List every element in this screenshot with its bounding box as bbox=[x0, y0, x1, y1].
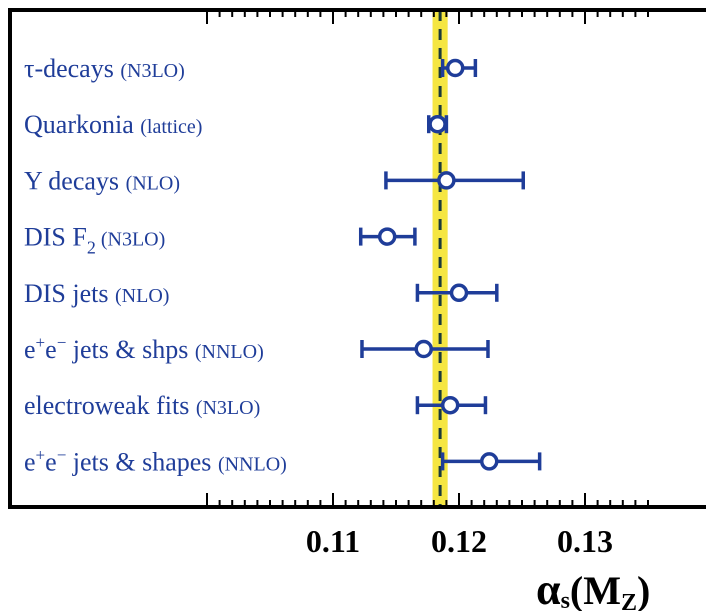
point-marker bbox=[440, 395, 460, 415]
x-axis-label: αs(MZ) bbox=[536, 565, 650, 611]
x-tick-label: 0.12 bbox=[431, 523, 487, 559]
measurement-label: Quarkonia (lattice) bbox=[24, 110, 202, 139]
point-marker bbox=[428, 114, 447, 134]
measurement-label: e+e− jets & shps (NNLO) bbox=[24, 333, 264, 364]
point-marker bbox=[437, 171, 456, 190]
point-marker bbox=[449, 283, 469, 303]
measurement-label: τ-decays (N3LO) bbox=[24, 54, 185, 83]
measurement-label: DIS jets (NLO) bbox=[24, 279, 169, 308]
measurement-label: DIS F2 (N3LO) bbox=[24, 223, 165, 258]
measurement-label: electroweak fits (N3LO) bbox=[24, 391, 260, 420]
point-marker bbox=[377, 227, 397, 246]
plot-frame bbox=[8, 8, 706, 509]
measurement-label: Υ decays (NLO) bbox=[24, 166, 180, 195]
measurement-point bbox=[415, 283, 499, 303]
measurement-point bbox=[360, 339, 490, 359]
measurement-point bbox=[415, 395, 488, 415]
measurement-point bbox=[427, 114, 449, 134]
measurement-point bbox=[440, 452, 542, 471]
measurement-point bbox=[384, 171, 526, 190]
measurement-label: e+e− jets & shapes (NNLO) bbox=[24, 445, 287, 476]
point-marker bbox=[479, 452, 499, 471]
measurement-point bbox=[440, 58, 478, 78]
point-marker bbox=[414, 339, 433, 359]
x-tick-label: 0.13 bbox=[557, 523, 613, 559]
point-marker bbox=[445, 58, 465, 78]
x-tick-label: 0.11 bbox=[306, 523, 360, 559]
measurement-point bbox=[358, 227, 417, 246]
